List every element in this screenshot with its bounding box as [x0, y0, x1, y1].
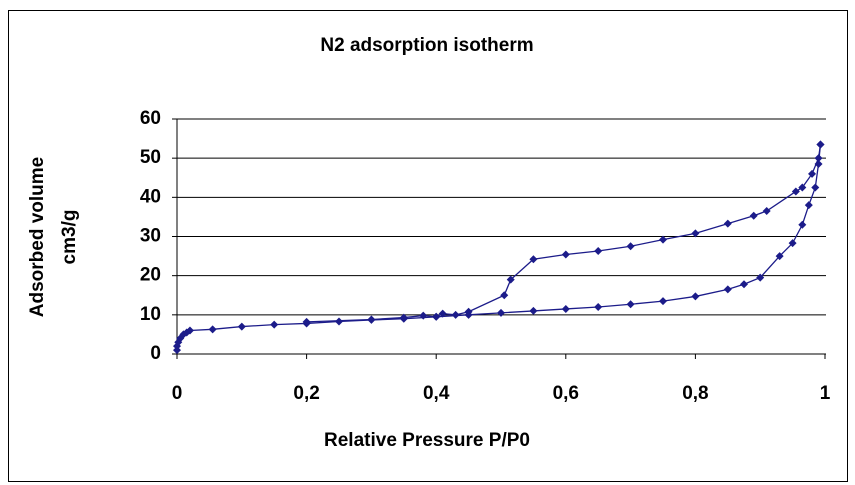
data-point: [529, 255, 538, 264]
data-point: [788, 239, 797, 248]
y-tick-label: 0: [150, 343, 161, 364]
y-tick-label: 40: [140, 186, 161, 207]
data-point: [740, 280, 748, 289]
data-point: [302, 317, 311, 326]
x-tick-label: 0,2: [293, 383, 319, 404]
data-point: [814, 154, 823, 163]
y-tick-label: 30: [140, 226, 161, 247]
data-point: [237, 322, 246, 331]
data-point: [659, 235, 667, 244]
x-axis-label: Relative Pressure P/P0: [324, 430, 530, 451]
data-point: [691, 292, 700, 301]
data-point: [506, 275, 515, 284]
y-tick-label: 10: [140, 304, 161, 325]
data-point: [464, 307, 473, 316]
data-point: [749, 211, 758, 220]
data-point: [816, 140, 825, 149]
data-point: [438, 309, 447, 318]
data-point: [756, 273, 765, 282]
x-tick-label: 0,6: [553, 383, 579, 404]
data-point: [270, 320, 279, 329]
data-point: [808, 169, 817, 178]
chart-title: N2 adsorption isotherm: [320, 35, 533, 56]
data-point: [335, 317, 343, 326]
data-point: [723, 285, 732, 294]
data-point: [775, 252, 784, 261]
data-point: [811, 183, 820, 192]
data-point: [626, 242, 635, 251]
data-point: [208, 325, 217, 334]
data-point: [561, 304, 570, 313]
data-point: [497, 308, 505, 317]
data-point: [185, 326, 194, 335]
y-tick-label: 50: [140, 147, 161, 168]
data-point: [594, 246, 603, 255]
data-point: [691, 229, 700, 238]
x-tick-label: 0: [172, 383, 183, 404]
x-tick-label: 1: [820, 383, 831, 404]
data-point: [723, 219, 732, 228]
data-point: [804, 201, 813, 210]
data-point: [367, 315, 376, 324]
y-tick-label: 60: [140, 108, 161, 129]
data-point: [626, 300, 635, 309]
data-point: [791, 187, 800, 196]
y-axis-label: cm3/g: [59, 210, 80, 265]
data-point: [399, 313, 408, 322]
y-axis-label: Adsorbed volume: [27, 157, 48, 317]
data-point: [798, 220, 807, 229]
data-point: [529, 306, 538, 315]
y-tick-label: 20: [140, 265, 161, 286]
data-point: [500, 291, 509, 300]
x-tick-label: 0,8: [682, 383, 708, 404]
data-point: [432, 312, 441, 321]
data-point: [419, 311, 428, 320]
data-point: [451, 310, 460, 319]
x-tick-label: 0,4: [423, 383, 450, 404]
data-point: [659, 297, 667, 306]
data-point: [762, 207, 771, 216]
chart-frame: [8, 10, 848, 482]
data-point: [798, 183, 807, 192]
data-point: [561, 250, 570, 259]
data-point: [594, 303, 603, 311]
